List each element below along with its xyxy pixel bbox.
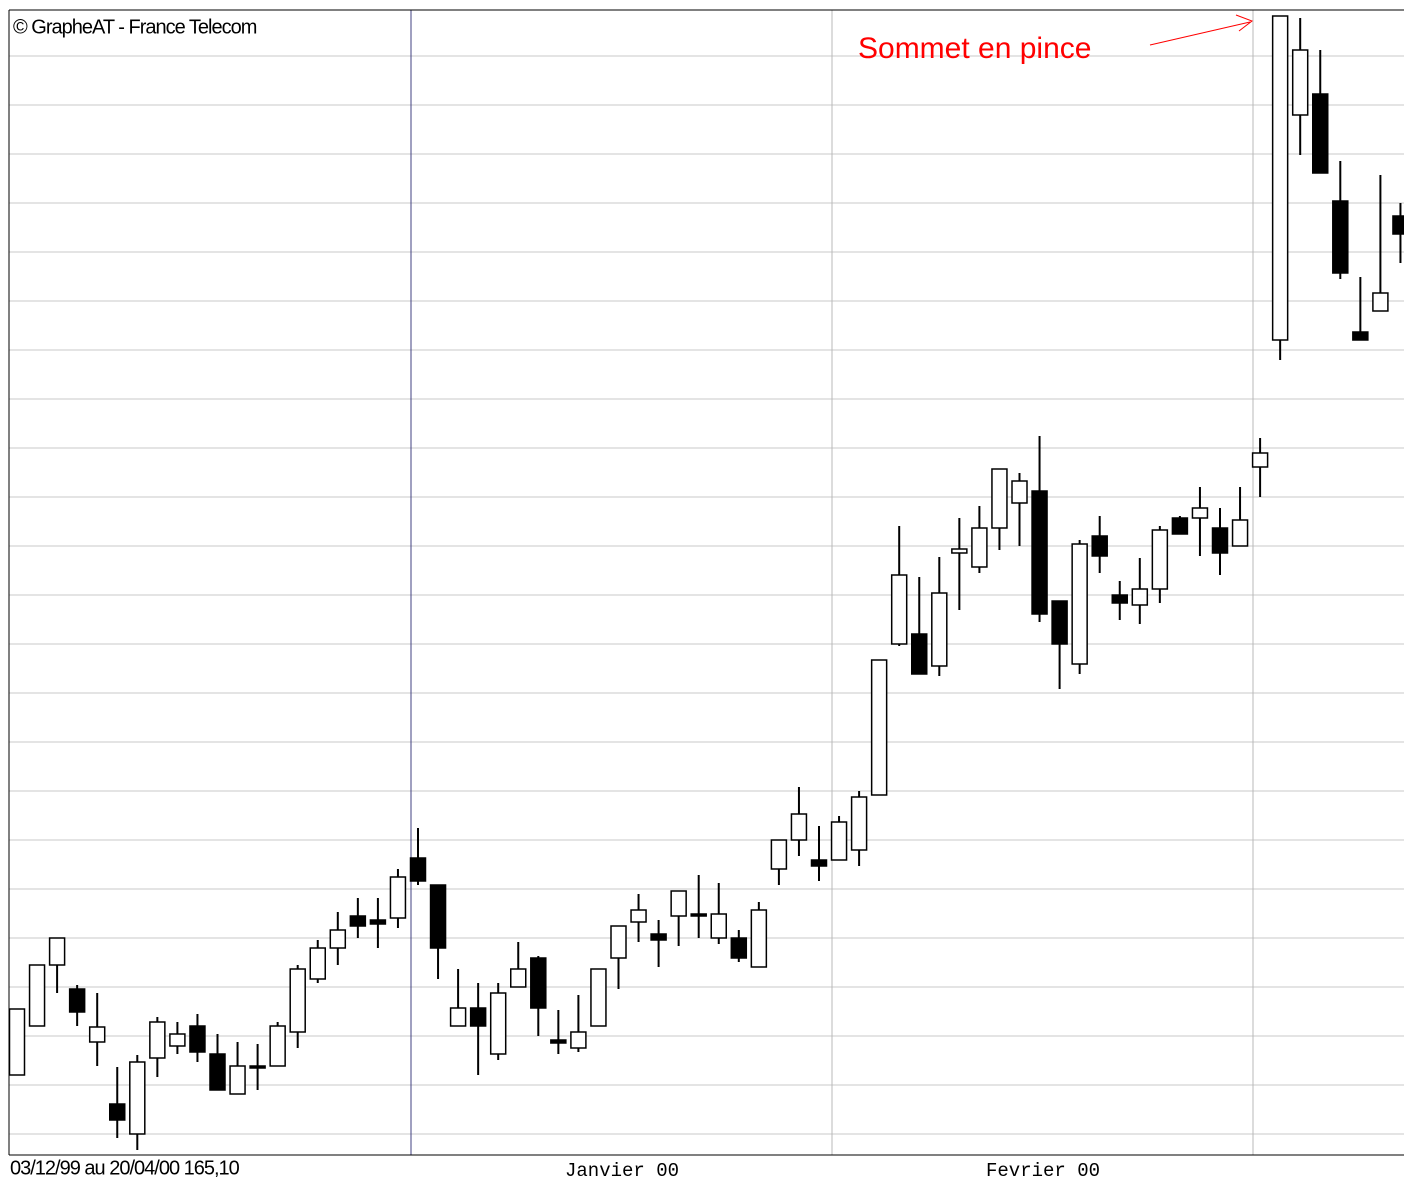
candle-body bbox=[9, 1008, 26, 1076]
candle-body bbox=[890, 574, 908, 645]
candle-body bbox=[249, 1065, 266, 1069]
candle-body bbox=[389, 876, 407, 919]
x-axis-label: Fevrier 00 bbox=[986, 1160, 1100, 1182]
candle-body bbox=[169, 1033, 186, 1047]
candle-body bbox=[1111, 594, 1128, 604]
candle-body bbox=[550, 1039, 567, 1044]
candle-body bbox=[1031, 490, 1048, 615]
candle-body bbox=[1312, 93, 1329, 174]
chart-title: © GrapheAT - France Telecom bbox=[13, 16, 257, 38]
annotation-arrow bbox=[1149, 21, 1251, 46]
candle-body bbox=[770, 839, 788, 870]
candle-body bbox=[1392, 215, 1404, 235]
candle-body bbox=[48, 937, 66, 966]
candle-body bbox=[349, 915, 367, 927]
candle-body bbox=[610, 925, 627, 959]
candle-body bbox=[429, 884, 447, 949]
candle-body bbox=[790, 813, 808, 841]
candle-body bbox=[991, 468, 1008, 529]
candle-body bbox=[911, 633, 928, 675]
candle-body bbox=[449, 1007, 467, 1027]
candle-body bbox=[670, 890, 687, 917]
title-background bbox=[11, 15, 303, 41]
candle-body bbox=[1231, 519, 1249, 547]
candle-body bbox=[931, 592, 948, 667]
candle-body bbox=[489, 992, 507, 1055]
candle-body bbox=[269, 1025, 286, 1067]
candle-body bbox=[750, 909, 768, 968]
candle-body bbox=[830, 821, 848, 861]
candle-body bbox=[710, 913, 727, 939]
candles bbox=[9, 15, 1404, 1150]
x-axis-label: Janvier 00 bbox=[565, 1160, 679, 1182]
candle-body bbox=[951, 548, 968, 554]
candle-body bbox=[1211, 527, 1229, 554]
candle-body bbox=[730, 937, 748, 959]
candle-body bbox=[1271, 15, 1289, 341]
candle-body bbox=[68, 988, 86, 1013]
candle-body bbox=[209, 1053, 226, 1091]
candle-body bbox=[289, 968, 306, 1033]
candle-body bbox=[971, 527, 988, 568]
candle-body bbox=[409, 857, 427, 882]
candle-body bbox=[1171, 517, 1189, 535]
candle-body bbox=[630, 909, 647, 923]
candle-body bbox=[1251, 452, 1269, 468]
candle-body bbox=[1372, 292, 1389, 312]
candle-body bbox=[1352, 331, 1369, 341]
candle-body bbox=[530, 957, 547, 1009]
annotation-arrow-head bbox=[1235, 14, 1254, 32]
candle-body bbox=[309, 947, 326, 980]
grid bbox=[9, 55, 1404, 1135]
annotation: Sommet en pince bbox=[858, 32, 1091, 65]
candle-body bbox=[129, 1061, 146, 1135]
candle-body bbox=[1332, 200, 1349, 274]
candle-body bbox=[1131, 588, 1149, 606]
candle-body bbox=[1291, 49, 1309, 116]
footer: 03/12/99 au 20/04/00 165,10 bbox=[10, 1157, 240, 1179]
candle-body bbox=[850, 796, 868, 851]
candle-body bbox=[510, 968, 527, 988]
candle-body bbox=[369, 919, 387, 925]
candle-body bbox=[1191, 507, 1209, 519]
candle-body bbox=[1051, 600, 1068, 645]
candle-body bbox=[109, 1103, 126, 1121]
candle-body bbox=[570, 1031, 587, 1049]
candle-body bbox=[590, 968, 607, 1027]
candle-body bbox=[88, 1026, 106, 1043]
candle-body bbox=[229, 1065, 246, 1095]
candle-body bbox=[1011, 480, 1028, 504]
candle-body bbox=[149, 1021, 166, 1059]
candle-body bbox=[870, 659, 888, 796]
candle-body bbox=[810, 859, 828, 867]
candle-body bbox=[469, 1007, 487, 1027]
candle-body bbox=[1071, 543, 1088, 665]
candle-body bbox=[28, 964, 46, 1027]
candle-body bbox=[1091, 535, 1108, 557]
candle-body bbox=[650, 933, 667, 941]
candle-body bbox=[329, 929, 347, 949]
candle-body bbox=[1151, 529, 1169, 590]
candle-body bbox=[189, 1025, 206, 1053]
candle-body bbox=[690, 913, 707, 917]
